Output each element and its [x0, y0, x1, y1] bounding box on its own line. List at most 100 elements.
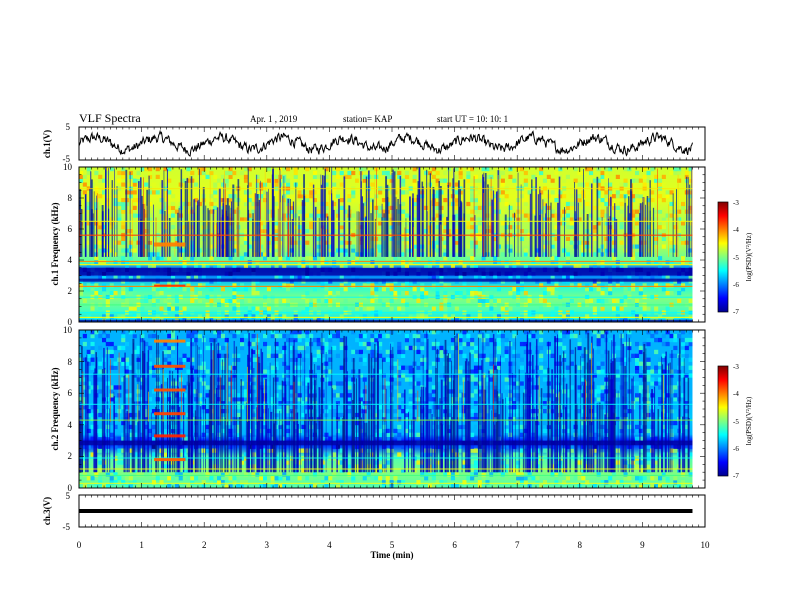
spectrogram-cell: [408, 369, 413, 374]
sferic-stripe: [399, 204, 402, 257]
spectrogram-cell: [136, 484, 141, 489]
spectrogram-cell: [642, 283, 647, 288]
spectrogram-cell: [539, 298, 544, 303]
spectrogram-cell: [466, 170, 471, 176]
spectrogram-cell: [121, 361, 126, 366]
spectrogram-cell: [232, 291, 237, 296]
spectrogram-cell: [293, 436, 298, 441]
spectrogram-cell: [347, 345, 352, 351]
spectrogram-cell: [121, 256, 126, 261]
spectrogram-cell: [289, 201, 294, 207]
spectrogram-cell: [600, 244, 605, 249]
spectrogram-cell: [489, 174, 494, 179]
spectrogram-cell: [163, 428, 168, 434]
spectrogram-cell: [550, 472, 555, 477]
spectrogram-cell: [86, 283, 91, 288]
spectrogram-cell: [470, 190, 475, 195]
spectrogram-cell: [105, 381, 110, 386]
spectrogram-cell: [619, 201, 624, 207]
spectrogram-cell: [473, 201, 478, 207]
spectrogram-cell: [328, 337, 333, 343]
spectrogram-cell: [102, 337, 107, 343]
spectrogram-cell: [171, 275, 176, 280]
spectrogram-cell: [136, 314, 141, 319]
spectrogram-cell: [263, 385, 268, 390]
spectrogram-cell: [335, 174, 340, 179]
spectrogram-cell: [305, 240, 310, 245]
spectrogram-cell: [136, 357, 141, 362]
spectrogram-cell: [631, 194, 636, 199]
spectrogram-cell: [608, 283, 613, 288]
spectrogram-cell: [443, 472, 448, 477]
spectrogram-cell: [470, 476, 475, 481]
spectrogram-cell: [205, 174, 210, 179]
spectrogram-cell: [569, 240, 574, 245]
spectrogram-cell: [148, 201, 153, 207]
spectrogram-cell: [205, 424, 210, 430]
spectrogram-cell: [462, 263, 467, 269]
spectrogram-cell: [527, 314, 532, 319]
spectrogram-cell: [339, 248, 344, 253]
spectrogram-cell: [688, 205, 693, 210]
spectrogram-cell: [270, 397, 275, 402]
spectrogram-cell: [109, 397, 114, 402]
spectrogram-cell: [109, 476, 114, 481]
spectrogram-cell: [148, 464, 153, 469]
bright-sferic: [155, 217, 157, 257]
spectrogram-cell: [677, 178, 682, 183]
spectrogram-cell: [542, 252, 547, 257]
spectrogram-cell: [316, 244, 321, 249]
spectrogram-cell: [404, 240, 409, 245]
spectrogram-cell: [485, 381, 490, 386]
spectrogram-cell: [385, 333, 390, 339]
spectrogram-cell: [282, 198, 287, 203]
spectrogram-cell: [228, 170, 233, 176]
spectrogram-cell: [301, 263, 306, 269]
spectrogram-cell: [274, 225, 279, 230]
spectrogram-cell: [447, 205, 452, 210]
spectrogram-cell: [512, 424, 517, 430]
spectrogram-cell: [205, 472, 210, 477]
spectrogram-cell: [86, 353, 91, 358]
sferic-stripe: [642, 202, 644, 257]
spectrogram-cell: [554, 480, 559, 485]
spectrogram-cell: [151, 373, 156, 378]
spectrogram-cell: [86, 314, 91, 319]
spectrogram-cell: [439, 353, 444, 358]
spectrogram-cell: [535, 298, 540, 303]
spectrogram-cell: [458, 333, 463, 339]
spectrogram-cell: [228, 480, 233, 485]
spectrogram-cell: [504, 353, 509, 358]
spectrogram-cell: [496, 298, 501, 303]
spectrogram-cell: [565, 174, 570, 179]
spectrogram-cell: [470, 209, 475, 214]
spectrogram-cell: [263, 456, 268, 461]
sferic-stripe: [225, 204, 228, 257]
spectrogram-cell: [197, 401, 202, 406]
spectrogram-cell: [397, 349, 402, 355]
spectrogram-cell: [523, 291, 528, 296]
spectrogram-cell: [128, 393, 133, 398]
spectrogram-cell: [473, 291, 478, 296]
ch1-ytick-4: 4: [68, 255, 73, 265]
spectrogram-cell: [362, 377, 367, 382]
spectrogram-cell: [542, 198, 547, 203]
spectrogram-cell: [600, 291, 605, 296]
spectrogram-cell: [623, 256, 628, 261]
spectrogram-cell: [282, 213, 287, 218]
spectrogram-cell: [163, 341, 168, 347]
spectrogram-cell: [512, 401, 517, 406]
spectrogram-cell: [362, 357, 367, 362]
spectrogram-cell: [473, 263, 478, 269]
spectrogram-cell: [420, 341, 425, 347]
spectrogram-cell: [305, 381, 310, 386]
spectrogram-cell: [297, 190, 302, 195]
spectrogram-cell: [550, 178, 555, 183]
spectrogram-cell: [477, 283, 482, 288]
spectrogram-cell: [378, 476, 383, 481]
spectrogram-cell: [665, 283, 670, 288]
sferic-stripe: [283, 176, 285, 257]
spectrogram-cell: [604, 236, 609, 241]
spectrogram-cell: [516, 314, 521, 319]
spectrogram-cell: [665, 291, 670, 296]
